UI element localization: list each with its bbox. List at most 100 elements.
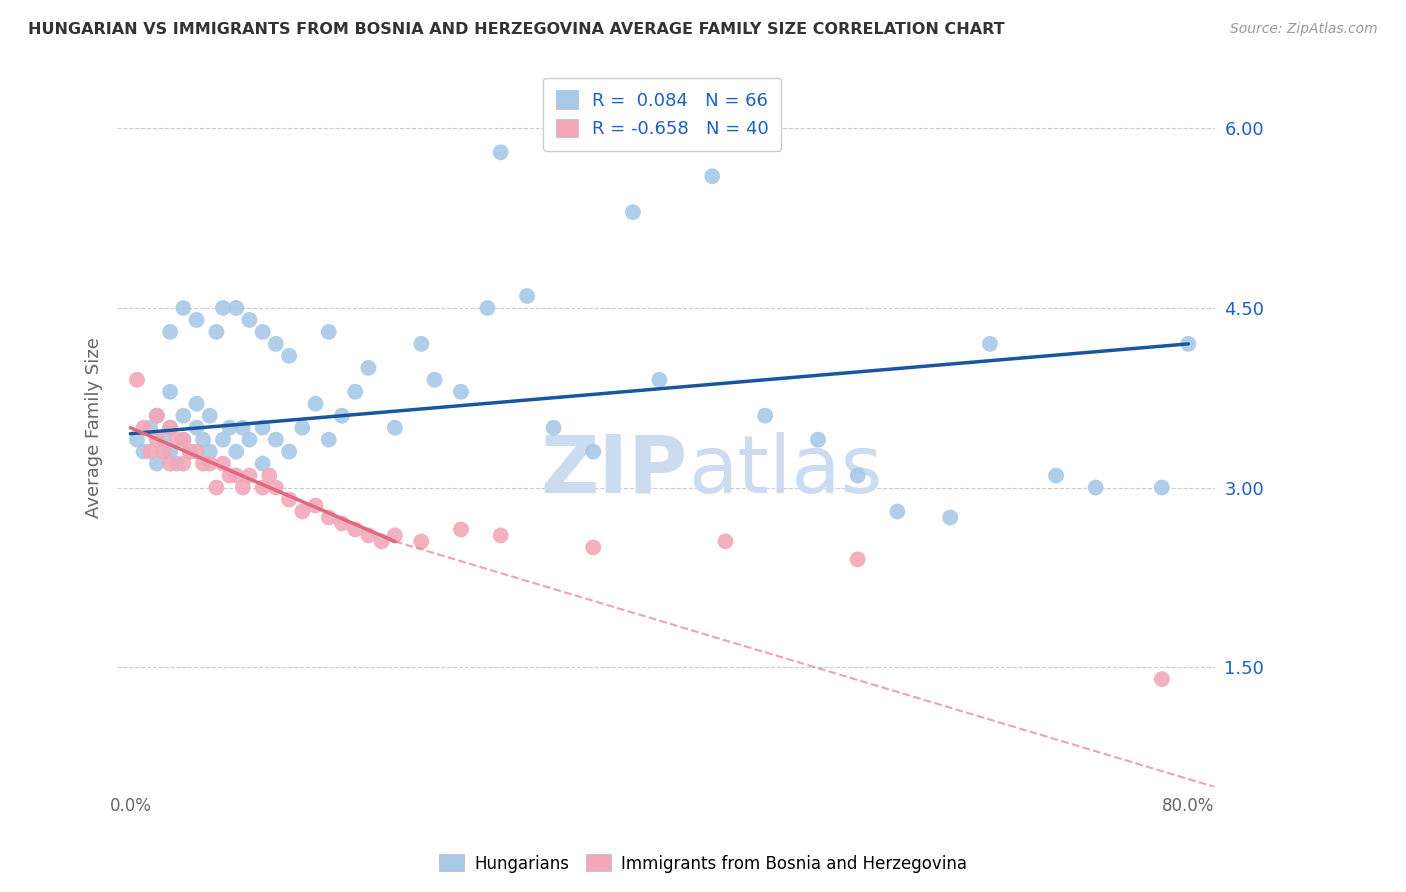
Legend: Hungarians, Immigrants from Bosnia and Herzegovina: Hungarians, Immigrants from Bosnia and H…: [433, 847, 973, 880]
Point: [191, 433, 214, 447]
Point: [172, 409, 194, 423]
Point: [198, 444, 221, 458]
Point: [702, 169, 724, 184]
Text: HUNGARIAN VS IMMIGRANTS FROM BOSNIA AND HERZEGOVINA AVERAGE FAMILY SIZE CORRELAT: HUNGARIAN VS IMMIGRANTS FROM BOSNIA AND …: [28, 22, 1005, 37]
Point: [225, 444, 247, 458]
Point: [198, 457, 221, 471]
Point: [648, 373, 671, 387]
Point: [179, 444, 201, 458]
Point: [238, 313, 260, 327]
Point: [232, 481, 254, 495]
Point: [489, 145, 512, 160]
Point: [212, 301, 235, 315]
Point: [516, 289, 538, 303]
Point: [278, 444, 301, 458]
Point: [198, 409, 221, 423]
Point: [1177, 337, 1199, 351]
Point: [344, 523, 367, 537]
Point: [582, 444, 605, 458]
Point: [357, 528, 380, 542]
Point: [450, 384, 472, 399]
Point: [357, 360, 380, 375]
Point: [1150, 672, 1173, 686]
Point: [252, 457, 274, 471]
Point: [411, 534, 433, 549]
Point: [846, 552, 869, 566]
Point: [146, 409, 169, 423]
Point: [543, 420, 565, 434]
Point: [191, 457, 214, 471]
Point: [238, 433, 260, 447]
Text: Source: ZipAtlas.com: Source: ZipAtlas.com: [1230, 22, 1378, 37]
Point: [225, 301, 247, 315]
Point: [1084, 481, 1107, 495]
Point: [172, 457, 194, 471]
Point: [139, 444, 162, 458]
Point: [152, 444, 174, 458]
Point: [304, 397, 326, 411]
Point: [159, 384, 181, 399]
Point: [1045, 468, 1067, 483]
Point: [252, 481, 274, 495]
Point: [159, 420, 181, 434]
Point: [423, 373, 446, 387]
Point: [264, 337, 287, 351]
Point: [252, 325, 274, 339]
Point: [159, 325, 181, 339]
Point: [370, 534, 392, 549]
Point: [450, 523, 472, 537]
Point: [186, 397, 208, 411]
Point: [172, 301, 194, 315]
Point: [159, 444, 181, 458]
Point: [139, 420, 162, 434]
Point: [714, 534, 737, 549]
Point: [259, 468, 281, 483]
Point: [1150, 481, 1173, 495]
Point: [939, 510, 962, 524]
Point: [754, 409, 776, 423]
Point: [146, 433, 169, 447]
Point: [238, 468, 260, 483]
Point: [278, 349, 301, 363]
Point: [330, 409, 353, 423]
Point: [218, 468, 240, 483]
Point: [846, 468, 869, 483]
Point: [218, 420, 240, 434]
Point: [166, 433, 188, 447]
Point: [886, 504, 908, 518]
Point: [318, 510, 340, 524]
Point: [132, 444, 155, 458]
Point: [252, 420, 274, 434]
Point: [278, 492, 301, 507]
Point: [489, 528, 512, 542]
Point: [264, 433, 287, 447]
Point: [582, 541, 605, 555]
Legend: R =  0.084   N = 66, R = -0.658   N = 40: R = 0.084 N = 66, R = -0.658 N = 40: [543, 78, 782, 151]
Point: [318, 325, 340, 339]
Point: [186, 313, 208, 327]
Point: [146, 409, 169, 423]
Point: [344, 384, 367, 399]
Point: [330, 516, 353, 531]
Point: [264, 481, 287, 495]
Point: [172, 433, 194, 447]
Point: [179, 444, 201, 458]
Point: [384, 420, 406, 434]
Point: [477, 301, 499, 315]
Point: [159, 457, 181, 471]
Point: [212, 433, 235, 447]
Y-axis label: Average Family Size: Average Family Size: [86, 337, 103, 518]
Point: [232, 420, 254, 434]
Point: [807, 433, 830, 447]
Point: [125, 373, 148, 387]
Point: [205, 325, 228, 339]
Point: [212, 457, 235, 471]
Point: [159, 420, 181, 434]
Point: [291, 504, 314, 518]
Point: [186, 420, 208, 434]
Point: [172, 433, 194, 447]
Point: [152, 433, 174, 447]
Point: [146, 457, 169, 471]
Text: atlas: atlas: [688, 432, 883, 509]
Point: [166, 457, 188, 471]
